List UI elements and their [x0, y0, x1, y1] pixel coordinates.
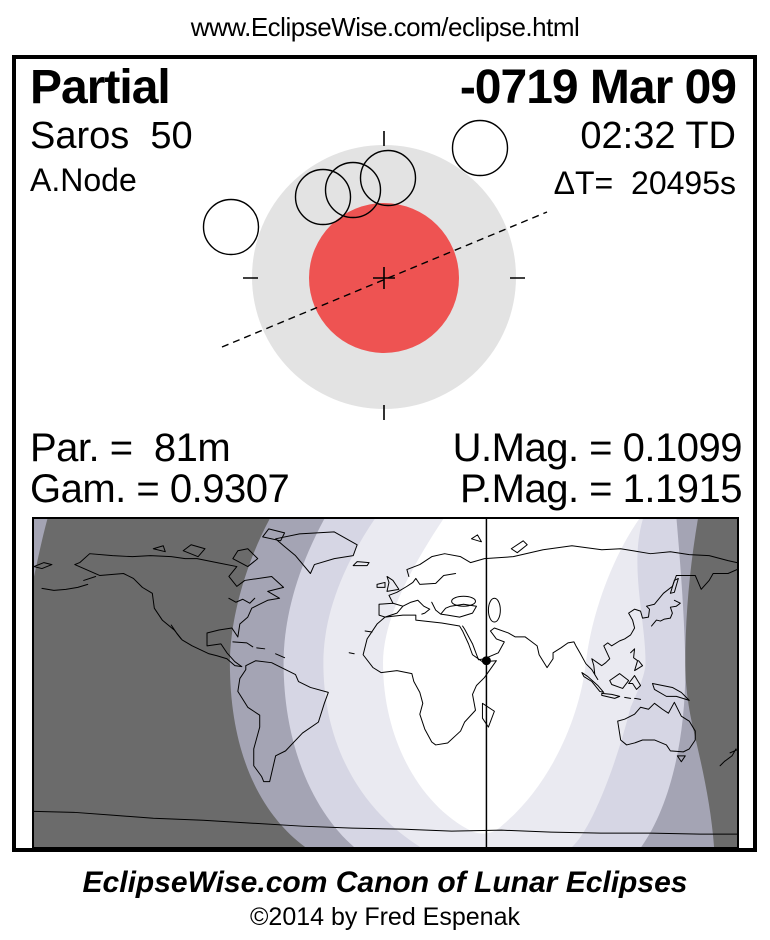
delta-t-label: ΔT= 20495s [553, 165, 736, 201]
footer-title: EclipseWise.com Canon of Lunar Eclipses [82, 866, 688, 899]
moon-contact-circles [202, 119, 509, 256]
moon-position-circle [324, 161, 382, 219]
partial-duration-label: Par. = 81m [30, 426, 231, 470]
map-zone-not-visible-west [34, 519, 306, 847]
japan-outline [650, 577, 681, 627]
eclipse-card-frame [12, 55, 757, 852]
south-america-outline [237, 660, 329, 783]
europe-outline [352, 545, 737, 618]
saros-number-label: Saros 50 [30, 115, 193, 157]
gamma-label: Gam. = 0.9307 [30, 467, 290, 511]
eclipse-date-label: -0719 Mar 09 [459, 61, 737, 114]
aleutians-outline [34, 562, 97, 591]
eclipse-geometry-diagram [202, 119, 548, 420]
map-zone-entire-eclipse-visible [383, 519, 640, 834]
southeast-asia-islands-outline [581, 648, 690, 701]
caspian-sea-outline [487, 597, 501, 623]
black-sea-outline [451, 595, 476, 607]
moon-path-dashed-line [221, 211, 548, 348]
eclipse-type-label: Partial [30, 61, 171, 114]
moon-position-circle [294, 168, 352, 226]
moon-position-circle [451, 119, 509, 177]
cardinal-ticks [243, 131, 525, 420]
australia-outline [617, 701, 696, 763]
node-type-label: A.Node [30, 162, 137, 198]
greenland-outline [275, 531, 358, 574]
umbral-magnitude-label: U.Mag. = 0.1099 [452, 426, 743, 470]
center-cross [373, 267, 395, 289]
greatest-eclipse-time-label: 02:32 TD [580, 115, 736, 157]
visibility-map [32, 517, 739, 849]
greatest-eclipse-point [481, 656, 491, 666]
north-america-outline [74, 553, 285, 668]
map-zone-not-visible-east [685, 519, 737, 847]
site-url: www.EclipseWise.com/eclipse.html [190, 12, 580, 42]
new-zealand-outline [719, 748, 737, 767]
moon-position-circle [359, 149, 417, 207]
moon-position-circle [202, 198, 260, 256]
arctic-islands-outline [152, 528, 528, 568]
footer-copyright: ©2014 by Fred Espenak [250, 903, 520, 931]
asia-outline [462, 569, 737, 681]
africa-outline [362, 614, 497, 746]
caribbean-islands-outline [232, 630, 373, 659]
penumbral-magnitude-label: P.Mag. = 1.1915 [460, 467, 743, 511]
antarctica-outline [34, 810, 737, 835]
continent-outlines [34, 528, 737, 835]
